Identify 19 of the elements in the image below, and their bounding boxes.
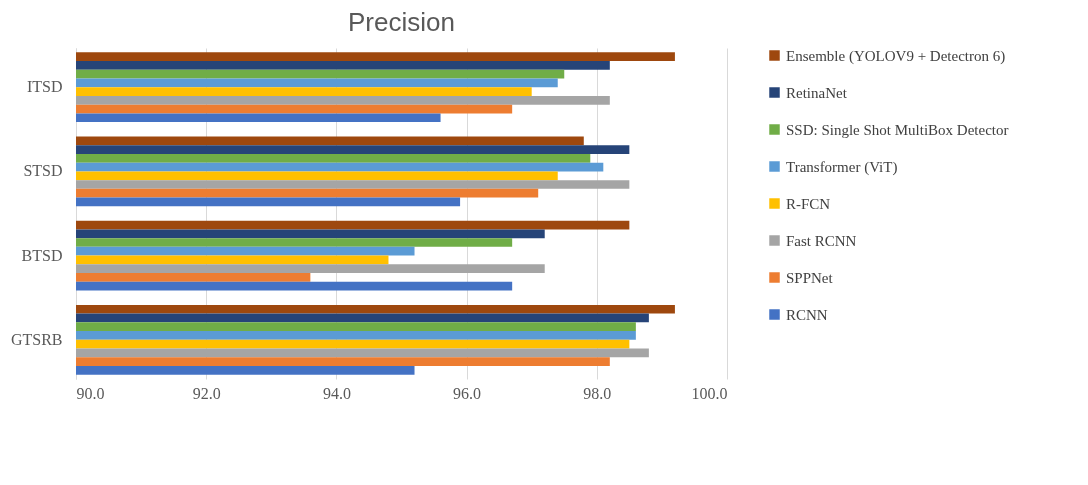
- y-tick-label: STSD: [23, 162, 63, 180]
- x-tick-label: 96.0: [453, 384, 482, 402]
- legend-label: SPPNet: [786, 269, 834, 286]
- y-tick-label: ITSD: [26, 78, 63, 96]
- legend-label: Ensemble (YOLOV9 + Detectron 6): [786, 47, 1006, 65]
- x-tick-label: 94.0: [322, 384, 351, 402]
- y-tick-label: BTSD: [21, 246, 63, 264]
- y-tick-label: GTSRB: [10, 330, 63, 348]
- chart-title: Precision: [348, 7, 455, 37]
- legend-label: Transformer (ViT): [786, 158, 898, 176]
- legend-label: RetinaNet: [786, 84, 848, 101]
- legend-label: SSD: Single Shot MultiBox Detector: [786, 121, 1009, 138]
- legend-label: RCNN: [786, 306, 828, 323]
- legend-label: Fast RCNN: [786, 232, 857, 249]
- x-tick-label: 92.0: [192, 384, 221, 402]
- x-tick-label: 98.0: [583, 384, 612, 402]
- x-tick-label: 100.0: [691, 384, 728, 402]
- x-tick-label: 90.0: [76, 384, 105, 402]
- legend-label: R-FCN: [786, 195, 831, 212]
